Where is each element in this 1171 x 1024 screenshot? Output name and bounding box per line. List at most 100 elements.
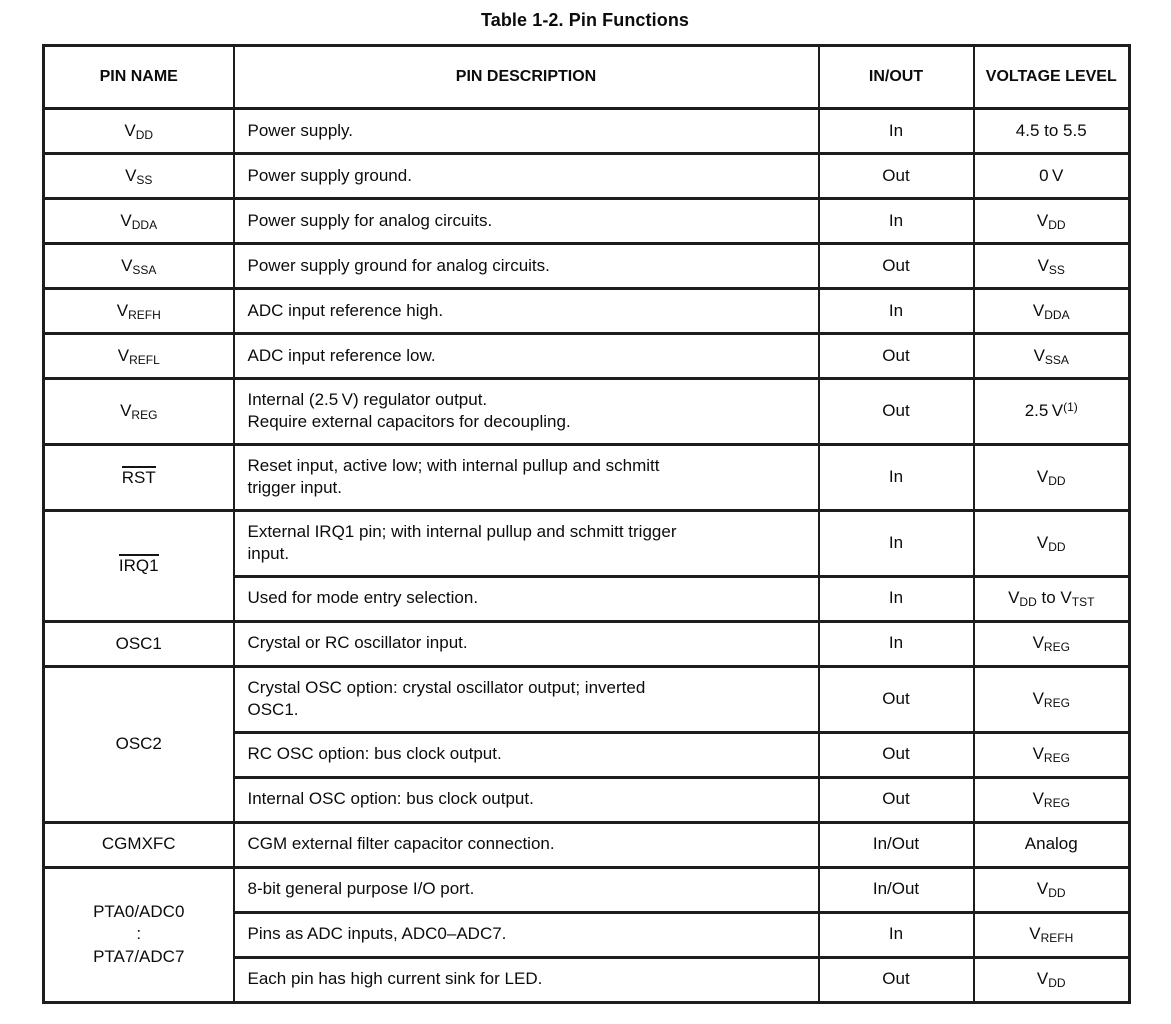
text: V [1036, 210, 1049, 230]
table-row: PTA0/ADC0: PTA7/ADC7 8-bit general purpose… [42, 865, 1131, 1004]
in-out-cell: In [817, 910, 975, 959]
text: CGMXFC [101, 834, 176, 854]
pin-name-cell: VREFL [42, 332, 235, 380]
pin-name-line: VSS [125, 165, 153, 187]
pin-description-cell: External IRQ1 pin; with internal pullup … [232, 508, 820, 578]
text: V [1029, 924, 1041, 944]
voltage-level-cell: 4.5 to 5.5 [972, 107, 1131, 155]
pin-name-cell: RST [42, 442, 235, 512]
table-header: PIN NAME PIN DESCRIPTION IN/OUT VOLTAGE LEV… [42, 44, 1131, 110]
in-out-cell: Out [817, 664, 975, 734]
table-row: OSC2 Crystal OSC option: crystal oscillat… [42, 664, 1131, 824]
pin-name-line: VDD [124, 120, 154, 142]
pin-description-cell: Power supply ground. [232, 152, 820, 200]
table-row: VREFH ADC input reference high. In VDDA [42, 287, 1131, 335]
in-out-cell: Out [817, 775, 975, 824]
pin-name-line: CGMXFC [51, 833, 227, 855]
in-out-cell: Out [817, 730, 975, 779]
text: : [136, 924, 142, 944]
in-out-cell: In [817, 619, 975, 668]
in-out-cell: Out [817, 332, 975, 380]
table-row: Used for mode entry selection. In VDD to V… [44, 574, 1131, 623]
text: V [1036, 467, 1049, 487]
table-row: VREFL ADC input reference low. Out VSSA [42, 332, 1131, 380]
column-header-pin-name: PIN NAME [42, 44, 235, 110]
text: V [117, 345, 130, 365]
text: V [121, 255, 133, 275]
pin-description-cell: CGM external filter capacitor connection… [232, 820, 820, 869]
voltage-level-cell: VREG [972, 775, 1131, 824]
text: OSC1 [115, 633, 162, 653]
pin-name-cell: VDDA [42, 197, 235, 245]
text: PTA7/ADC7 [93, 946, 185, 966]
pin-name-line: IRQ1 [51, 554, 227, 577]
table-row: VSS Power supply ground. Out 0 V [42, 152, 1131, 200]
table-row: VDD Power supply. In 4.5 to 5.5 [42, 107, 1131, 155]
pin-name-line: PTA0/ADC0 [51, 901, 227, 923]
in-out-cell: Out [817, 377, 975, 446]
text: V [1032, 744, 1044, 764]
in-out-cell: In [817, 287, 975, 335]
text: V [116, 300, 129, 320]
pin-name-cell: VREG [42, 377, 235, 446]
pin-name-cell: VREFH [42, 287, 235, 335]
voltage-level-cell: VREG [972, 664, 1131, 734]
header-row: PIN NAME PIN DESCRIPTION IN/OUT VOLTAGE LEV… [42, 44, 1131, 110]
pin-name-line: PTA7/ADC7 [51, 946, 227, 968]
text: V [124, 120, 136, 140]
in-out-cell: In [817, 574, 975, 623]
overlined-text: IRQ1 [118, 554, 159, 576]
table-title: Table 1-2. Pin Functions [480, 10, 690, 30]
column-header-voltage-level: VOLTAGE LEVEL [972, 44, 1131, 110]
pin-description-cell: Pins as ADC inputs, ADC0–ADC7. [232, 910, 820, 959]
voltage-level-cell: VSS [972, 242, 1131, 290]
table-row: Pins as ADC inputs, ADC0–ADC7. In VREFH [44, 910, 1131, 959]
text: V [120, 210, 132, 230]
pin-name-cell: VSS [42, 152, 235, 200]
in-out-cell: In [817, 442, 975, 512]
text: 0 V [1039, 165, 1064, 185]
pin-description-cell: RC OSC option: bus clock output. [232, 730, 820, 779]
voltage-level-cell: VDD [972, 508, 1131, 578]
table-row: CGMXFC CGM external filter capacitor conn… [42, 820, 1131, 869]
text: to V [1036, 588, 1072, 608]
text: V [1032, 789, 1044, 809]
overlined-text: RST [121, 465, 156, 487]
table-row: RC OSC option: bus clock output. Out VREG [44, 730, 1131, 779]
in-out-cell: In/Out [817, 820, 975, 869]
in-out-cell: Out [817, 152, 975, 200]
pin-name-cell: OSC2 [42, 664, 235, 824]
pin-description-cell: ADC input reference low. [232, 332, 820, 380]
table-row: VSSA Power supply ground for analog circu… [42, 242, 1131, 290]
voltage-level-cell: Analog [972, 820, 1131, 869]
voltage-level-cell: 0 V [972, 152, 1131, 200]
text: V [1032, 633, 1044, 653]
voltage-level-cell: VREG [972, 730, 1131, 779]
voltage-level-cell: VDDA [972, 287, 1131, 335]
text: V [1032, 300, 1045, 320]
table-row: RST Reset input, active low; with interna… [42, 442, 1131, 512]
voltage-level-cell: 2.5 V(1) [972, 377, 1131, 446]
table-row: VREG Internal (2.5 V) regulator output. R… [42, 377, 1131, 446]
pin-name-line: VDDA [120, 210, 158, 232]
text: PTA0/ADC0 [93, 902, 185, 922]
voltage-level-cell: VDD [972, 865, 1131, 914]
voltage-level-cell: VDD [972, 955, 1131, 1004]
text: V [1008, 588, 1020, 608]
pin-description-cell: Crystal OSC option: crystal oscillator o… [232, 664, 820, 734]
text: 2.5 V [1024, 401, 1064, 421]
pin-description-cell: Reset input, active low; with internal p… [232, 442, 820, 512]
in-out-cell: In/Out [817, 865, 975, 914]
voltage-level-cell: VREG [972, 619, 1131, 668]
pin-description-cell: Internal OSC option: bus clock output. [232, 775, 820, 824]
pin-description-cell: Used for mode entry selection. [232, 574, 820, 623]
text: V [125, 165, 137, 185]
table-row: VDDA Power supply for analog circuits. In V… [42, 197, 1131, 245]
pin-name-line: VSSA [121, 255, 157, 277]
pin-functions-table: PIN NAME PIN DESCRIPTION IN/OUT VOLTAGE LEV… [42, 44, 1131, 1004]
table-row: IRQ1 External IRQ1 pin; with internal pul… [42, 508, 1131, 623]
text: 4.5 to 5.5 [1015, 120, 1087, 140]
pin-description-cell: Power supply for analog circuits. [232, 197, 820, 245]
pin-name-cell: PTA0/ADC0: PTA7/ADC7 [42, 865, 235, 1004]
text: V [1033, 345, 1045, 365]
